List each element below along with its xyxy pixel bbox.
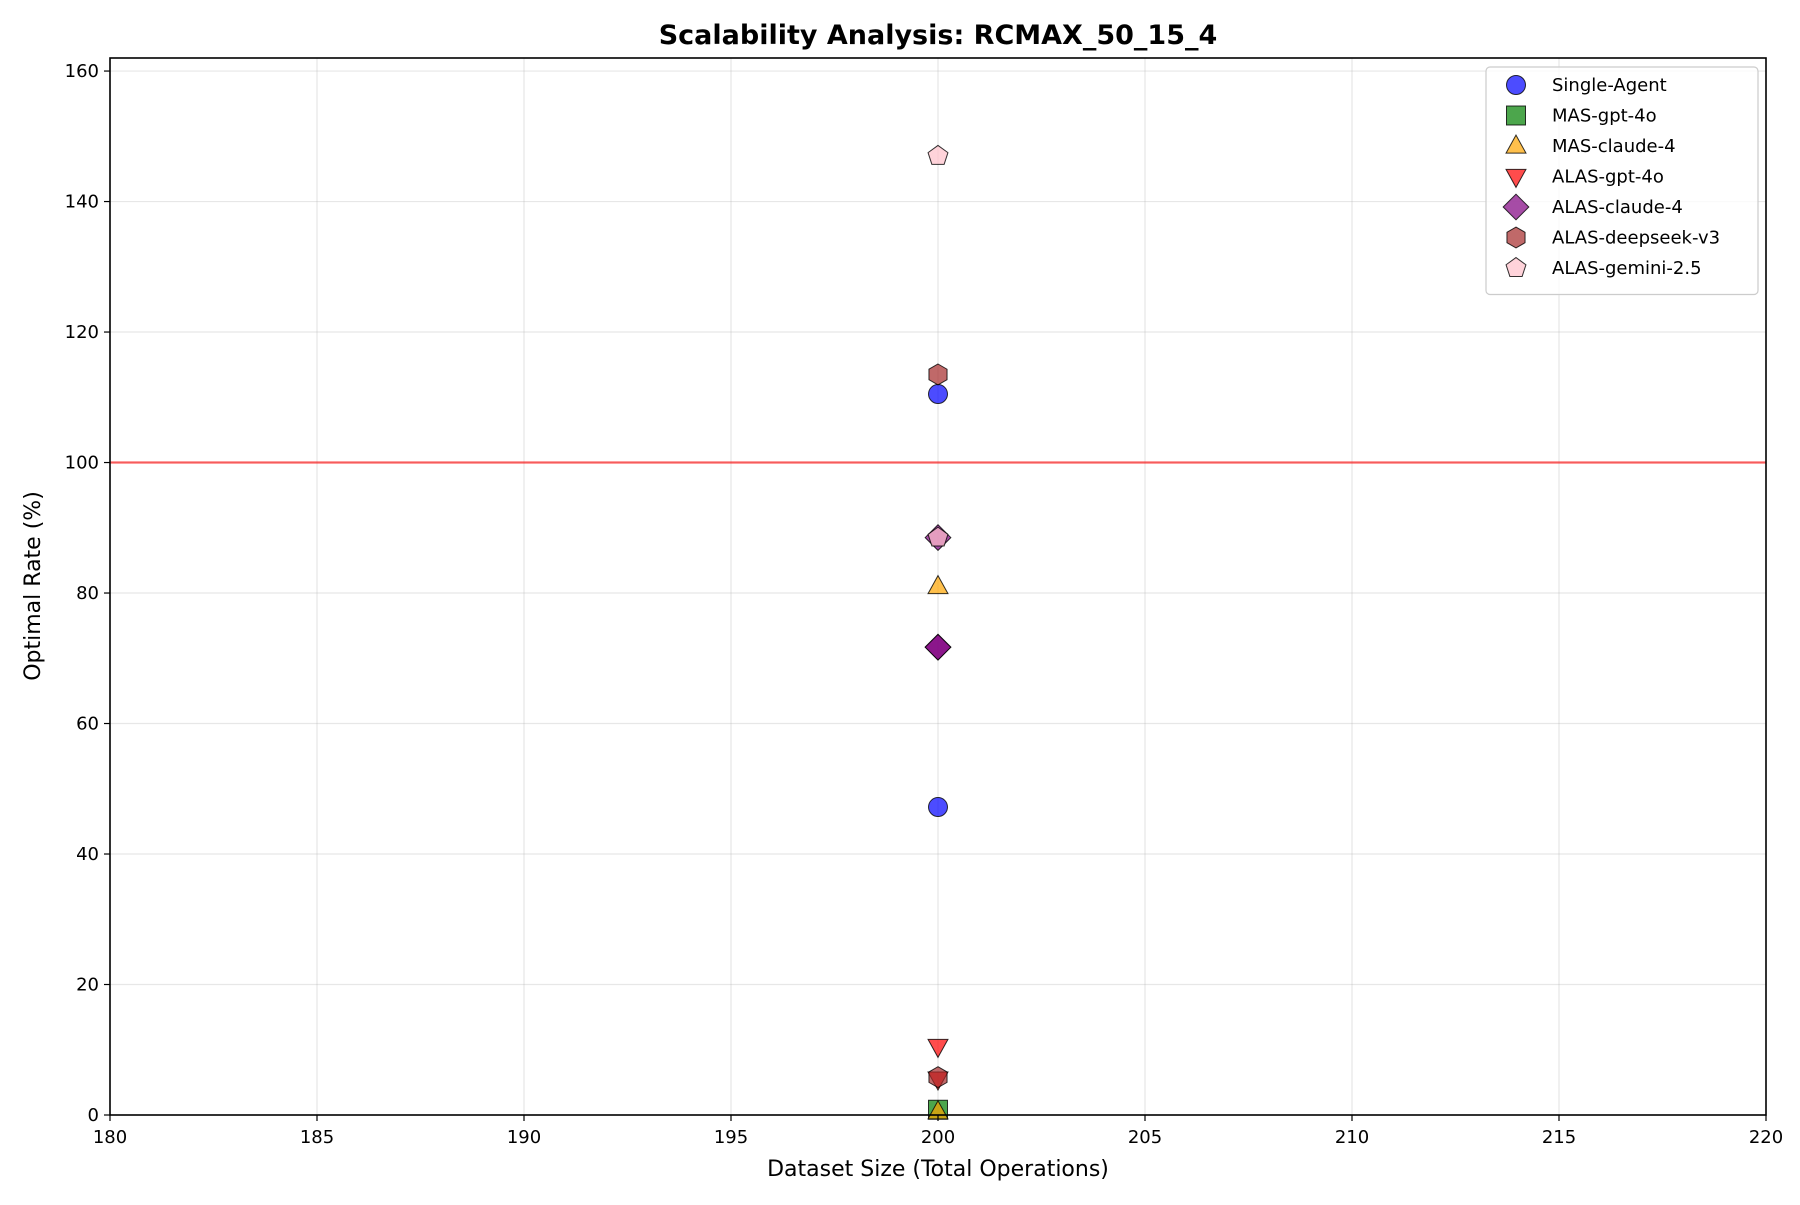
axis-ticks: 180 185 190 195 200 205 210 215 220 0 20 40 60 80 100 1… [65,61,1784,1148]
y-tick-label: 0 [88,1105,99,1126]
y-tick-label: 160 [65,61,99,82]
legend-label: ALAS-claude-4 [1552,197,1683,218]
data-point-alas-gemini-2-5 [927,526,949,547]
legend-label: ALAS-deepseek-v3 [1552,228,1720,249]
y-tick-label: 140 [65,192,99,213]
legend-marker-single-agent [1506,75,1526,95]
data-point-single-agent [928,384,948,405]
legend-label: ALAS-gemini-2.5 [1552,258,1702,279]
legend-label: ALAS-gpt-4o [1552,167,1664,188]
legend: Single-Agent MAS-gpt-4o MAS-claude-4 ALAS-g… [1485,66,1759,296]
x-tick-label: 190 [507,1127,541,1148]
data-point-alas-claude-4 [924,633,952,661]
y-tick-label: 60 [76,714,99,735]
legend-marker-alas-gpt-4o [1505,168,1527,189]
legend-label: MAS-gpt-4o [1552,106,1657,127]
data-point-alas-gemini-2-5 [927,144,949,165]
data-points [924,144,952,1120]
legend-label: MAS-claude-4 [1552,136,1676,157]
y-tick-label: 80 [76,583,99,604]
x-tick-label: 210 [1335,1127,1369,1148]
data-point-alas-deepseek-v3 [928,1066,948,1089]
chart-title: Scalability Analysis: RCMAX_50_15_4 [659,20,1218,51]
legend-marker-alas-gemini-2-5 [1505,256,1527,277]
y-tick-label: 40 [76,844,99,865]
x-tick-label: 205 [1128,1127,1162,1148]
data-point-single-agent [928,797,948,818]
legend-marker-alas-deepseek-v3 [1506,226,1526,249]
y-tick-label: 100 [65,453,99,474]
x-axis-label: Dataset Size (Total Operations) [767,1157,1109,1182]
legend-marker-mas-claude-4 [1505,134,1527,154]
x-tick-label: 215 [1542,1127,1576,1148]
legend-marker-alas-claude-4 [1502,193,1530,221]
legend-box [1485,66,1759,296]
y-axis-label: Optimal Rate (%) [21,491,46,681]
y-tick-label: 20 [76,975,99,996]
x-tick-label: 200 [921,1127,955,1148]
x-tick-label: 180 [93,1127,127,1148]
x-tick-label: 185 [300,1127,334,1148]
legend-label: Single-Agent [1552,75,1667,96]
x-tick-label: 195 [714,1127,748,1148]
x-tick-label: 220 [1749,1127,1783,1148]
legend-marker-mas-gpt-4o [1506,105,1526,126]
data-point-alas-gpt-4o [927,1038,949,1059]
data-point-mas-claude-4 [927,574,949,595]
data-point-alas-deepseek-v3 [928,363,948,386]
y-tick-label: 120 [65,322,99,343]
